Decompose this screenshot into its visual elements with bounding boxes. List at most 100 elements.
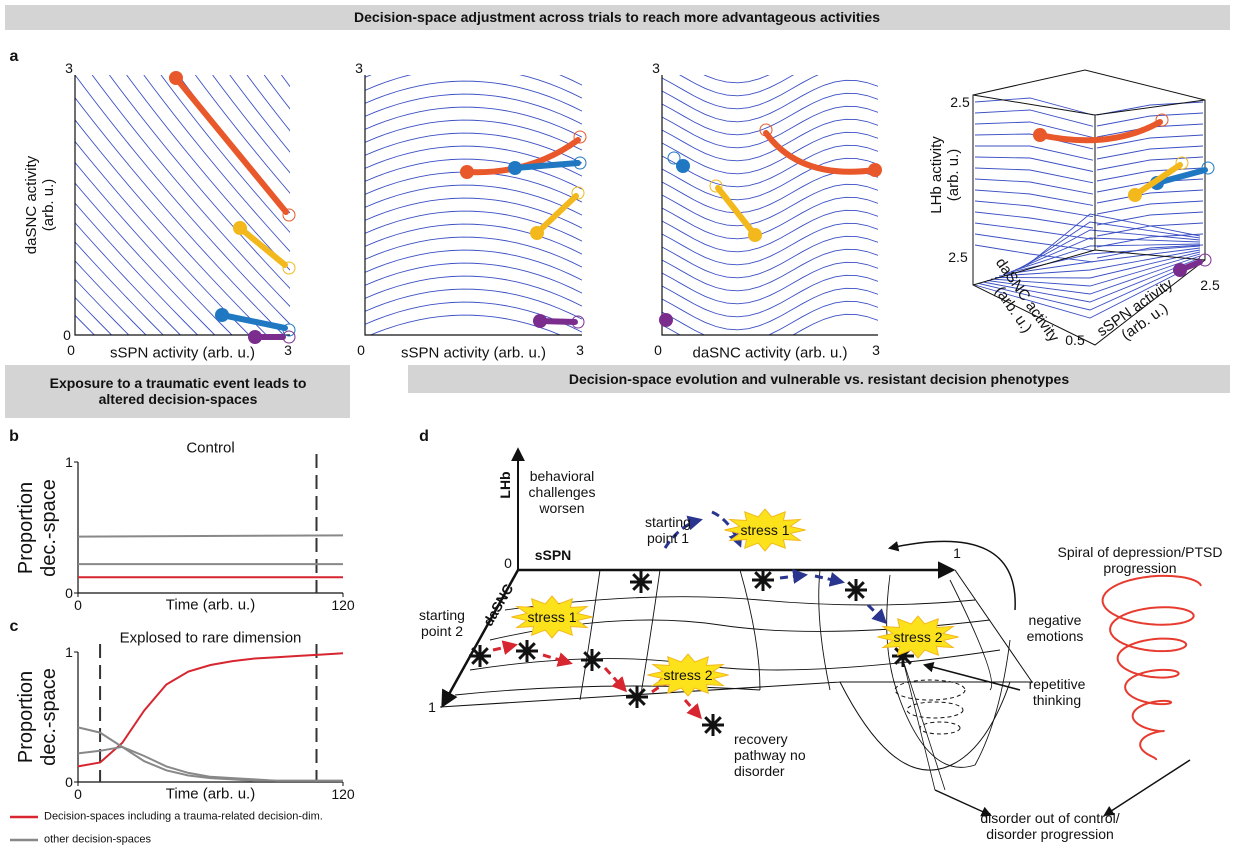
streamline (365, 55, 582, 85)
streamline (662, 41, 878, 82)
x-tick-label: 0 (74, 597, 82, 613)
streamline (109, 75, 335, 335)
line (78, 535, 343, 536)
streamline (975, 168, 1093, 183)
streamline (365, 172, 582, 202)
streamline (365, 68, 582, 98)
banner-title: Decision-space evolution and vulnerable … (569, 371, 1069, 387)
streamline (662, 210, 878, 251)
tick-label: 1 (428, 699, 436, 715)
streamline (662, 301, 878, 342)
streamline (230, 75, 456, 335)
streamline (365, 81, 582, 111)
streamline (213, 75, 439, 335)
axes (78, 462, 343, 593)
streamline (662, 171, 878, 212)
streamline (662, 93, 878, 134)
streamline (975, 190, 1093, 205)
tick-label: 1 (953, 545, 961, 561)
streamline (0, 75, 129, 335)
legend-label: Decision-spaces including a trauma-relat… (44, 811, 323, 824)
x-axis-label: sSPN activity (arb. u.) (110, 344, 255, 361)
annotation: Spiral of depression/PTSD progression (1045, 544, 1235, 576)
stars (469, 569, 914, 736)
streamline (975, 179, 1093, 194)
streamline (662, 197, 878, 238)
line (78, 653, 343, 766)
annotation: starting point 2 (407, 607, 477, 639)
panel-label: d (419, 428, 429, 446)
x-axis-label: Time (arb. u.) (166, 785, 255, 802)
tick-label: 2.5 (948, 249, 967, 265)
x-tick-label: 3 (576, 342, 584, 358)
y-tick-label: 0 (63, 327, 71, 343)
x-tick-label: 3 (284, 342, 292, 358)
streamline (365, 185, 582, 215)
trajectories (169, 71, 1214, 344)
y-axis-label: Proportion dec.-space (15, 652, 61, 782)
x-tick-label: 0 (357, 342, 365, 358)
streamline (975, 110, 1093, 126)
tick-label: 0 (504, 555, 512, 571)
axis-label: sSPN (535, 547, 572, 563)
streamline (975, 146, 1093, 160)
x-axis-label: daSNC activity (arb. u.) (692, 344, 847, 361)
streamline (662, 54, 878, 95)
streamline (662, 236, 878, 277)
panel-label: b (9, 428, 19, 446)
streamline (144, 75, 370, 335)
streamline (662, 158, 878, 199)
streamline (365, 302, 582, 332)
streamline (281, 75, 507, 335)
streamline (365, 42, 582, 72)
line (78, 747, 343, 781)
streamline (662, 145, 878, 186)
chart-title: Explosed to rare dimension (120, 629, 302, 646)
streamline (662, 28, 878, 69)
annotation: starting point 1 (628, 514, 708, 546)
streamline (662, 184, 878, 225)
figure-graphics (0, 0, 1235, 855)
streamline (1097, 146, 1203, 159)
y-tick-label: 1 (65, 454, 73, 470)
streamline (662, 262, 878, 303)
axes-a (75, 75, 878, 335)
chart-title: Control (186, 439, 234, 456)
figure: Decision-space adjustment across trials … (0, 0, 1235, 855)
y-tick-label: 1 (65, 644, 73, 660)
y-tick-label: 3 (65, 60, 73, 76)
line (78, 727, 343, 780)
x-tick-label: 0 (654, 342, 662, 358)
streamline (365, 94, 582, 124)
streamline (75, 75, 301, 335)
streamline (23, 75, 249, 335)
annotation: recovery pathway no disorder (734, 731, 824, 779)
streamline (365, 263, 582, 293)
streamline (195, 75, 421, 335)
annotation: negative emotions (1013, 612, 1098, 644)
tick-label: 2.5 (1200, 277, 1219, 293)
y-tick-label: 3 (652, 60, 660, 76)
banner-title: Exposure to a traumatic event leads to a… (28, 375, 328, 407)
streamline (365, 289, 582, 319)
annotation: repetitive thinking (1015, 676, 1100, 708)
streamline (365, 29, 582, 59)
streamline (1097, 190, 1203, 203)
stress-label: stress 2 (893, 629, 942, 645)
streamline (365, 120, 582, 150)
streamline (365, 224, 582, 254)
streamline (365, 211, 582, 241)
x-tick-label: 3 (872, 342, 880, 358)
stress-label: stress 1 (527, 609, 576, 625)
streamline (365, 250, 582, 280)
streamline (662, 223, 878, 264)
streamline (365, 276, 582, 306)
streamline (662, 80, 878, 121)
streamline (662, 249, 878, 290)
streamline (1097, 157, 1203, 170)
z-axis-label: LHb activity (arb. u.) (928, 120, 963, 230)
streamline (662, 288, 878, 329)
streamline (365, 237, 582, 267)
axes (78, 652, 343, 782)
streamline (365, 107, 582, 137)
